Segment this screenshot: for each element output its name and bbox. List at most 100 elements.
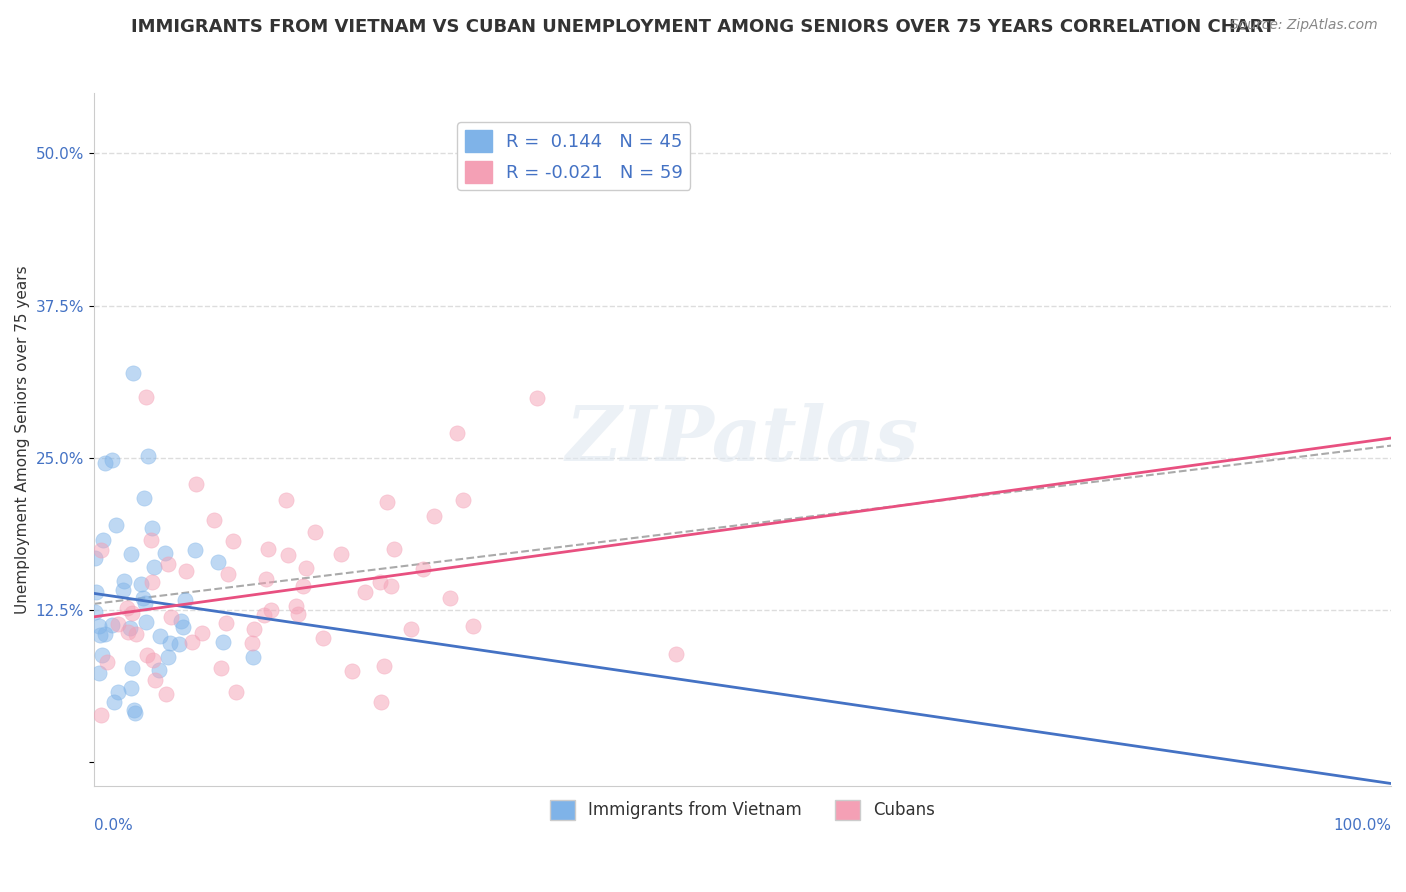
Point <box>105 517 128 532</box>
Point <box>103 695 125 709</box>
Point <box>183 543 205 558</box>
Point <box>124 706 146 721</box>
Point <box>260 603 283 617</box>
Point <box>143 673 166 688</box>
Text: 0.0%: 0.0% <box>94 818 132 833</box>
Text: ZIPatlas: ZIPatlas <box>565 402 920 476</box>
Point <box>93 533 115 548</box>
Point <box>107 685 129 699</box>
Point <box>243 622 266 636</box>
Point <box>274 492 297 507</box>
Point <box>139 533 162 547</box>
Point <box>156 650 179 665</box>
Point <box>136 449 159 463</box>
Point <box>125 627 148 641</box>
Point <box>134 596 156 610</box>
Point <box>461 619 484 633</box>
Point <box>131 576 153 591</box>
Y-axis label: Unemployment Among Seniors over 75 years: Unemployment Among Seniors over 75 years <box>15 265 30 614</box>
Point <box>159 635 181 649</box>
Point <box>100 618 122 632</box>
Point <box>399 622 422 636</box>
Point <box>155 546 177 560</box>
Point <box>96 655 118 669</box>
Point <box>118 621 141 635</box>
Point <box>120 681 142 696</box>
Point <box>90 648 112 662</box>
Point <box>84 551 107 566</box>
Point <box>115 601 138 615</box>
Point <box>526 392 548 406</box>
Point <box>141 521 163 535</box>
Point <box>94 627 117 641</box>
Point <box>353 585 375 599</box>
Point <box>84 584 107 599</box>
Point <box>277 548 299 562</box>
Point <box>167 637 190 651</box>
Point <box>184 476 207 491</box>
Point <box>242 636 264 650</box>
Point <box>112 582 135 597</box>
Point <box>148 663 170 677</box>
Point <box>453 492 475 507</box>
Point <box>87 666 110 681</box>
Point <box>382 541 405 556</box>
Point <box>217 567 239 582</box>
Point <box>412 562 434 576</box>
Point <box>172 620 194 634</box>
Text: Source: ZipAtlas.com: Source: ZipAtlas.com <box>1230 18 1378 32</box>
Text: IMMIGRANTS FROM VIETNAM VS CUBAN UNEMPLOYMENT AMONG SENIORS OVER 75 YEARS CORREL: IMMIGRANTS FROM VIETNAM VS CUBAN UNEMPLO… <box>131 18 1275 36</box>
Point <box>142 653 165 667</box>
Point <box>665 647 688 661</box>
Point <box>212 635 235 649</box>
Point <box>136 648 159 662</box>
Point <box>135 390 157 404</box>
Point <box>141 575 163 590</box>
Point <box>174 593 197 607</box>
Point <box>225 685 247 699</box>
Point <box>295 561 318 575</box>
Point <box>120 547 142 561</box>
Point <box>291 579 314 593</box>
Point <box>170 614 193 628</box>
Point <box>242 650 264 665</box>
Point <box>180 635 202 649</box>
Point <box>117 625 139 640</box>
Point <box>101 453 124 467</box>
Point <box>160 610 183 624</box>
Legend: Immigrants from Vietnam, Cubans: Immigrants from Vietnam, Cubans <box>543 793 942 827</box>
Text: 100.0%: 100.0% <box>1333 818 1391 833</box>
Point <box>142 559 165 574</box>
Point <box>157 557 180 571</box>
Point <box>149 629 172 643</box>
Point <box>90 707 112 722</box>
Point <box>446 426 468 441</box>
Point <box>373 659 395 673</box>
Point <box>304 525 326 540</box>
Point <box>89 628 111 642</box>
Point <box>124 703 146 717</box>
Point <box>135 615 157 629</box>
Point <box>155 687 177 701</box>
Point <box>370 695 392 709</box>
Point <box>87 619 110 633</box>
Point <box>132 491 155 506</box>
Point <box>121 660 143 674</box>
Point <box>190 625 212 640</box>
Point <box>121 366 143 380</box>
Point <box>257 542 280 557</box>
Point <box>368 574 391 589</box>
Point <box>329 547 352 561</box>
Point <box>209 661 232 675</box>
Point <box>254 572 277 586</box>
Point <box>380 579 402 593</box>
Point <box>132 591 155 605</box>
Point <box>287 607 309 621</box>
Point <box>340 664 363 678</box>
Point <box>112 574 135 589</box>
Point <box>207 555 229 569</box>
Point <box>215 615 238 630</box>
Point <box>94 456 117 470</box>
Point <box>222 534 245 549</box>
Point <box>423 508 446 523</box>
